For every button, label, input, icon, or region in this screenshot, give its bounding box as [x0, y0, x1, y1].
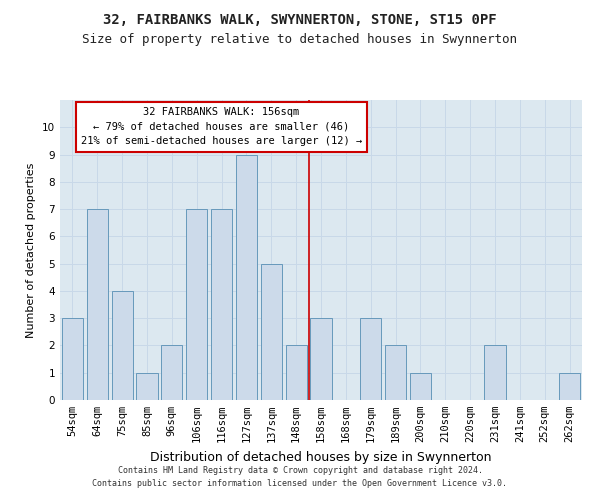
Bar	[360, 318, 381, 400]
Bar	[559, 372, 580, 400]
Text: Size of property relative to detached houses in Swynnerton: Size of property relative to detached ho…	[83, 32, 517, 46]
Bar	[87, 209, 108, 400]
Bar	[62, 318, 83, 400]
X-axis label: Distribution of detached houses by size in Swynnerton: Distribution of detached houses by size …	[150, 450, 492, 464]
Bar	[211, 209, 232, 400]
Bar	[310, 318, 332, 400]
Bar	[161, 346, 182, 400]
Text: 32 FAIRBANKS WALK: 156sqm
← 79% of detached houses are smaller (46)
21% of semi-: 32 FAIRBANKS WALK: 156sqm ← 79% of detac…	[81, 107, 362, 146]
Y-axis label: Number of detached properties: Number of detached properties	[26, 162, 37, 338]
Bar	[484, 346, 506, 400]
Bar	[385, 346, 406, 400]
Bar	[286, 346, 307, 400]
Bar	[136, 372, 158, 400]
Bar	[236, 154, 257, 400]
Bar	[112, 291, 133, 400]
Text: Contains HM Land Registry data © Crown copyright and database right 2024.
Contai: Contains HM Land Registry data © Crown c…	[92, 466, 508, 487]
Text: 32, FAIRBANKS WALK, SWYNNERTON, STONE, ST15 0PF: 32, FAIRBANKS WALK, SWYNNERTON, STONE, S…	[103, 12, 497, 26]
Bar	[410, 372, 431, 400]
Bar	[261, 264, 282, 400]
Bar	[186, 209, 207, 400]
